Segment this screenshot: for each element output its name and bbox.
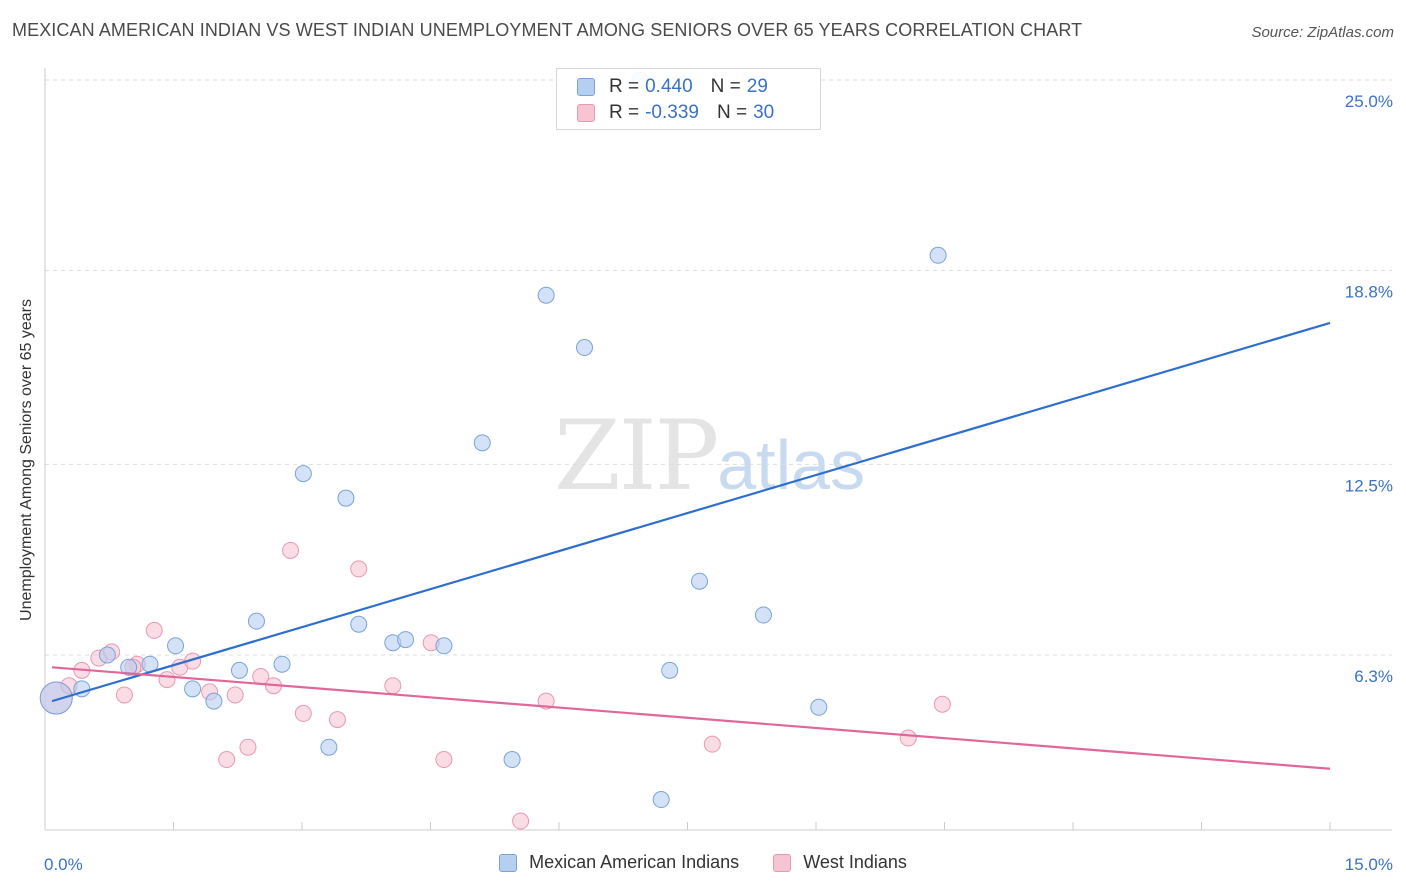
mexican-american-indians-point [350, 615, 368, 633]
legend-item-west-indians: West Indians [773, 852, 907, 873]
legend-label-mexican-american-indians: Mexican American Indians [529, 852, 740, 872]
legend-row-pink: R = -0.339 N = 30 [577, 100, 774, 126]
west-indians-trendline [51, 666, 1331, 770]
mexican-american-indians-point [691, 572, 709, 590]
legend-r-value: -0.339 [645, 102, 699, 123]
west-indians-points [39, 541, 951, 830]
west-indians-point [328, 711, 346, 729]
west-indians-point [933, 695, 951, 713]
chart-title: MEXICAN AMERICAN INDIAN VS WEST INDIAN U… [12, 20, 1083, 40]
legend-r-value: 0.440 [645, 76, 693, 97]
mexican-american-indians-point [435, 637, 453, 655]
west-indians-point [512, 812, 530, 830]
west-indians-point [294, 704, 312, 722]
mexican-american-indians-point [39, 681, 73, 715]
mexican-american-indians-point [397, 631, 415, 649]
mexican-american-indians-point [230, 661, 248, 679]
mexican-american-indians-points [39, 71, 947, 809]
legend-n-value: 29 [746, 76, 768, 97]
series-legend: Mexican American Indians West Indians [0, 852, 1406, 873]
legend-n-value: 30 [753, 102, 775, 123]
west-indians-point [703, 735, 721, 753]
mexican-american-indians-point [473, 434, 491, 452]
y-axis-label-wrap: Unemployment Among Seniors over 65 years [2, 90, 52, 830]
legend-n-label: N = [716, 102, 748, 123]
mexican-american-indians-point [754, 606, 772, 624]
west-indians-point [350, 560, 368, 578]
west-indians-point [435, 751, 453, 769]
legend-swatch-blue [577, 78, 595, 96]
legend-n-label: N = [710, 76, 741, 97]
mexican-american-indians-point [294, 465, 312, 483]
mexican-american-indians-trendline [51, 321, 1331, 703]
mexican-american-indians-point [929, 246, 947, 264]
legend-swatch-pink [773, 853, 792, 872]
mexican-american-indians-point [320, 738, 338, 756]
legend-swatch-blue [499, 853, 518, 872]
mexican-american-indians-point [184, 680, 202, 698]
legend-swatch-pink [577, 104, 595, 122]
legend-row-blue: R = 0.440 N = 29 [577, 74, 768, 100]
mexican-american-indians-point [503, 751, 521, 769]
legend-r-label: R = [609, 76, 640, 97]
legend-r-label: R = [609, 102, 640, 123]
mexican-american-indians-point [167, 637, 185, 655]
watermark-atlas: atlas [717, 426, 866, 504]
y-tick-label: 6.3% [1354, 667, 1393, 686]
legend-item-mexican-american-indians: Mexican American Indians [499, 852, 739, 873]
mexican-american-indians-point [98, 646, 116, 664]
tick-labels: 6.3% 12.5% 18.8% 25.0% 0.0% 15.0% [44, 92, 1393, 874]
x-tick-label: 15.0% [1345, 855, 1393, 874]
mexican-american-indians-point [661, 661, 679, 679]
west-indians-point [218, 751, 236, 769]
mexican-american-indians-point [652, 791, 670, 809]
mexican-american-indians-point [576, 339, 593, 357]
legend-label-west-indians: West Indians [803, 852, 907, 872]
west-indians-point [282, 541, 300, 559]
y-axis-label: Unemployment Among Seniors over 65 years [18, 299, 35, 621]
x-tick-label: 0.0% [44, 855, 83, 874]
west-indians-point [384, 677, 402, 695]
y-tick-label: 12.5% [1345, 476, 1393, 495]
mexican-american-indians-point [810, 698, 828, 716]
y-tick-label: 25.0% [1345, 92, 1393, 111]
watermark: ZIPatlas [554, 400, 865, 512]
correlation-legend: R = 0.440 N = 29 R = -0.339 N = 30 [556, 68, 821, 130]
mexican-american-indians-point [537, 286, 555, 304]
mexican-american-indians-point [273, 655, 291, 673]
west-indians-point [899, 729, 917, 747]
source-credit: Source: ZipAtlas.com [1251, 24, 1394, 41]
west-indians-point [239, 738, 257, 756]
west-indians-point [158, 671, 176, 689]
mexican-american-indians-point [337, 489, 355, 507]
watermark-zip: ZIP [554, 400, 719, 512]
west-indians-point [145, 621, 163, 639]
west-indians-point [226, 686, 244, 704]
west-indians-point [115, 686, 133, 704]
y-tick-label: 18.8% [1345, 283, 1393, 302]
trend-lines [51, 321, 1331, 770]
mexican-american-indians-point [247, 612, 265, 630]
mexican-american-indians-point [120, 658, 138, 676]
grid-layer [45, 79, 1392, 656]
axis-layer [44, 68, 1392, 831]
mexican-american-indians-point [205, 692, 223, 710]
